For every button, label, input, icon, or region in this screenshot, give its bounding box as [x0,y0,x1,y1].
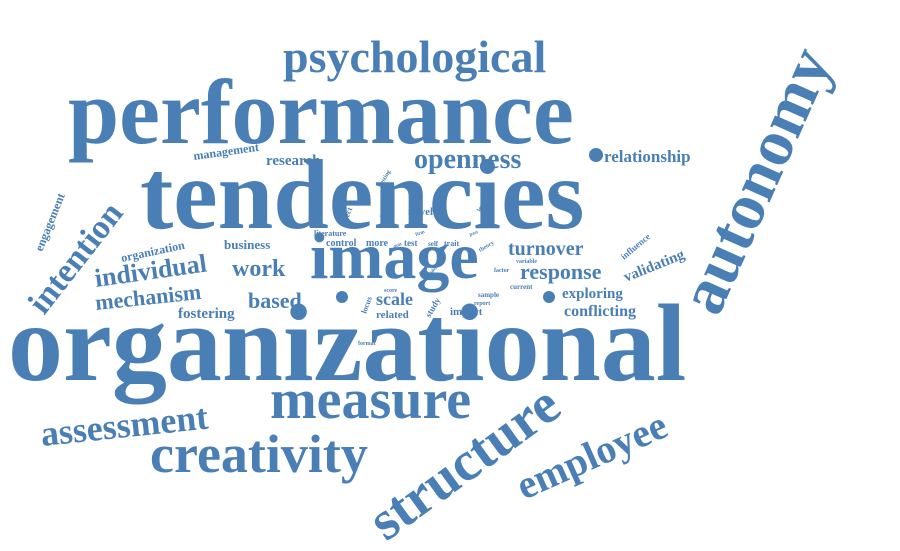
word-openness: openness [414,144,521,175]
word-business: business [224,237,270,252]
word-exploring: exploring [562,286,623,302]
word-novel: novel [408,206,433,218]
word-tendencies: tendencies [140,139,584,250]
dot-2 [336,291,348,303]
word-report: report [474,301,490,307]
word-autonomy: autonomy [665,36,847,324]
word-factor: factor [494,268,510,274]
word-research: research [266,153,321,169]
dot-1 [589,148,603,162]
word-test: test [404,238,418,248]
word-current: current [510,283,533,291]
word-performance: performance [68,61,574,163]
word-response: response [520,259,602,284]
word-measure: measure [270,369,471,431]
word-trait: trait [444,239,459,248]
word-creativity: creativity [150,424,368,484]
word-image: image [310,220,479,293]
word-based: based [248,288,302,313]
word-level: level [477,200,488,213]
word-sample: sample [478,291,499,299]
word-literature: literature [314,229,347,238]
word-ideas: ideas [430,264,441,276]
word-format: format [358,341,376,347]
dot-3 [543,291,555,303]
word-firm: firm [415,230,426,238]
word-quit: quit [393,242,403,250]
word-more: more [366,238,389,249]
word-past: past [469,230,479,238]
word-organizational: organizational [8,282,686,404]
word-score: score [384,288,398,294]
word-variable: variable [516,259,537,265]
word-relationship: relationship [604,147,691,166]
word-control: control [326,238,357,249]
word-related: related [376,309,409,321]
word-influence: influence [619,231,652,261]
word-fostering: fostering [178,306,235,322]
word-self: self [428,240,439,248]
word-want: want [379,205,391,219]
word-conflicting: conflicting [564,303,636,320]
word-impact: impact [450,306,483,318]
word-psychological: psychological [283,31,546,82]
word-scale: scale [376,289,413,309]
word-turnover: turnover [508,238,584,260]
word-work: work [232,256,286,282]
